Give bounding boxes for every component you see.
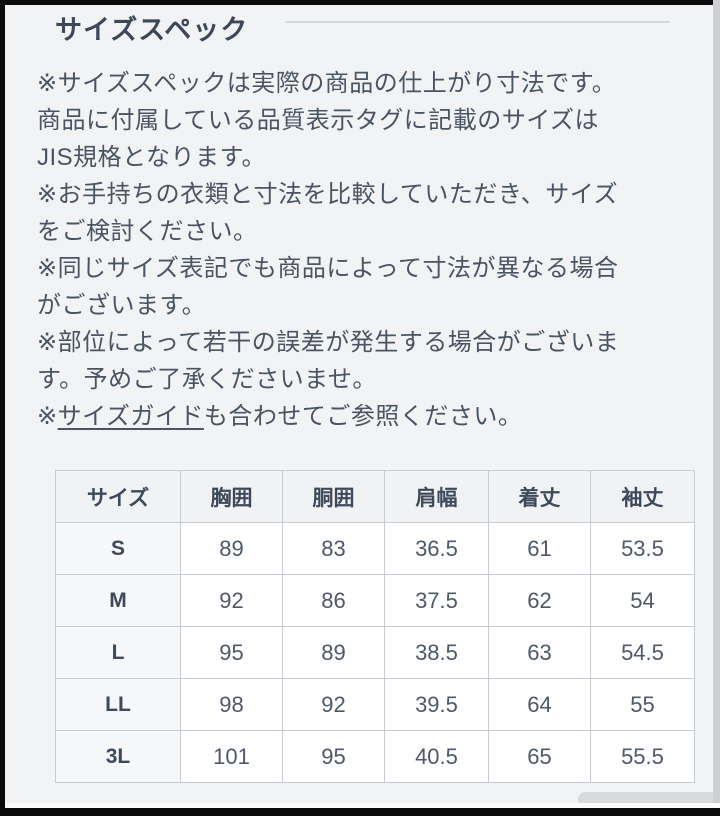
table-row: 3L 101 95 40.5 65 55.5: [55, 730, 696, 783]
measurement-cell: 40.5: [384, 730, 489, 783]
bottom-frame-bar: [0, 808, 720, 816]
size-notes: ※サイズスペックは実際の商品の仕上がり寸法です。 商品に付属している品質表示タグ…: [37, 65, 687, 435]
size-label: S: [55, 522, 181, 575]
note-text: も合わせてご参照ください。: [203, 403, 523, 430]
measurement-cell: 38.5: [384, 626, 489, 679]
measurement-cell: 54.5: [589, 626, 696, 679]
measurement-cell: 65: [487, 730, 591, 783]
measurement-cell: 86: [282, 574, 385, 627]
measurement-cell: 98: [180, 678, 283, 731]
table-row: L 95 89 38.5 63 54.5: [55, 626, 696, 679]
measurement-cell: 92: [180, 574, 283, 627]
column-header-chest: 胸囲: [180, 470, 283, 523]
note-line: ※同じサイズ表記でも商品によって寸法が異なる場合 がございます。: [37, 255, 619, 319]
measurement-cell: 55.5: [589, 730, 696, 783]
note-line: ※部位によって若干の誤差が発生する場合がございま す。予めご了承くださいませ。: [37, 329, 620, 393]
measurement-cell: 89: [282, 626, 385, 679]
table-row: LL 98 92 39.5 64 55: [55, 678, 696, 731]
note-line: ※サイズスペックは実際の商品の仕上がり寸法です。 商品に付属している品質表示タグ…: [37, 70, 617, 171]
size-guide-link[interactable]: サイズガイド: [57, 403, 204, 430]
column-header-sleeve: 袖丈: [589, 470, 696, 523]
measurement-cell: 37.5: [384, 574, 489, 627]
note-marker: ※: [37, 403, 58, 430]
column-header-shoulder: 肩幅: [384, 470, 489, 523]
size-label: LL: [55, 678, 181, 731]
measurement-cell: 62: [487, 574, 591, 627]
size-label: 3L: [55, 730, 181, 783]
content-bottom-edge: [5, 803, 720, 808]
measurement-cell: 83: [282, 522, 385, 575]
measurement-cell: 64: [487, 678, 591, 731]
content-area: サイズスペック ※サイズスペックは実際の商品の仕上がり寸法です。 商品に付属して…: [5, 5, 713, 808]
measurement-cell: 63: [487, 626, 591, 679]
size-spec-table: サイズ 胸囲 胴囲 肩幅 着丈 袖丈 S 89 83 36.5 61 53.5 …: [55, 470, 696, 783]
table-header-row: サイズ 胸囲 胴囲 肩幅 着丈 袖丈: [55, 470, 696, 523]
column-header-waist: 胴囲: [282, 470, 385, 523]
size-label: M: [55, 574, 181, 627]
measurement-cell: 36.5: [384, 522, 489, 575]
right-edge-scrollbar-track: [713, 0, 720, 816]
measurement-cell: 92: [282, 678, 385, 731]
column-header-size: サイズ: [55, 470, 181, 523]
note-line-with-link: ※サイズガイドも合わせてご参照ください。: [37, 398, 687, 435]
size-label: L: [55, 626, 181, 679]
measurement-cell: 95: [282, 730, 385, 783]
measurement-cell: 54: [589, 574, 696, 627]
measurement-cell: 101: [180, 730, 283, 783]
column-header-length: 着丈: [487, 470, 591, 523]
measurement-cell: 61: [487, 522, 591, 575]
section-title: サイズスペック: [55, 15, 249, 45]
note-line: ※お手持ちの衣類と寸法を比較していただき、サイズ をご検討ください。: [37, 181, 618, 245]
measurement-cell: 89: [180, 522, 283, 575]
measurement-cell: 95: [180, 626, 283, 679]
table-row: S 89 83 36.5 61 53.5: [55, 522, 696, 575]
title-divider-line: [285, 21, 670, 23]
measurement-cell: 55: [589, 678, 696, 731]
measurement-cell: 39.5: [384, 678, 489, 731]
table-row: M 92 86 37.5 62 54: [55, 574, 696, 627]
measurement-cell: 53.5: [589, 522, 696, 575]
